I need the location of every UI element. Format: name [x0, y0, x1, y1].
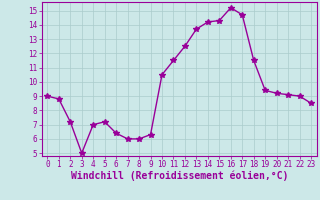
X-axis label: Windchill (Refroidissement éolien,°C): Windchill (Refroidissement éolien,°C)	[70, 171, 288, 181]
